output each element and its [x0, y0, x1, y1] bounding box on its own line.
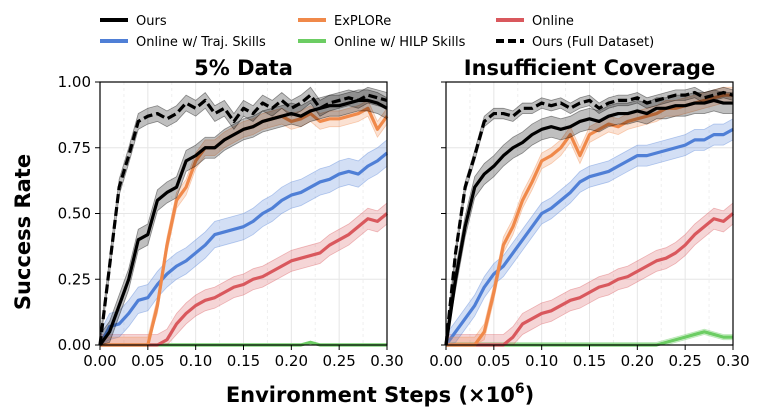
- legend-item-ours: Ours: [100, 14, 167, 29]
- panel-title: 5% Data: [194, 56, 293, 80]
- x-tick-label: 0.05: [131, 352, 164, 370]
- x-tick-label: 0.15: [227, 352, 260, 370]
- x-tick-label: 0.20: [275, 352, 308, 370]
- x-tick-label: 0.30: [370, 352, 403, 370]
- legend-label-explore: ExPLORe: [334, 14, 391, 29]
- y-tick-label: 0.75: [58, 139, 91, 157]
- x-tick-label: 0.00: [83, 352, 116, 370]
- line-ours: [98, 98, 388, 346]
- y-tick-label: 0.00: [58, 336, 91, 354]
- panel-insufficient-coverage: 0.00 0.05 0.10 0.15 0.20 0.25 0.30 Insufficient…: [429, 56, 749, 370]
- line-online-w-traj-skills: [444, 127, 734, 346]
- x-tick-label: 0.10: [525, 352, 558, 370]
- legend-label-ours: Ours: [136, 14, 167, 29]
- y-tick-label: 0.50: [58, 205, 91, 223]
- x-tick-label: 0.15: [573, 352, 606, 370]
- legend-label-online-w-hilp-skills: Online w/ HILP Skills: [334, 35, 466, 50]
- legend-label-ours-full-dataset: Ours (Full Dataset): [532, 35, 654, 50]
- panel-title: Insufficient Coverage: [464, 56, 715, 80]
- x-tick-label: 0.30: [716, 352, 749, 370]
- x-tick-label: 0.20: [621, 352, 654, 370]
- y-axis-label: Success Rate: [11, 154, 35, 310]
- legend: Ours ExPLORe Online Online w/ Traj. Skills O…: [100, 14, 654, 50]
- x-tick-label: 0.05: [477, 352, 510, 370]
- y-tick-label: 1.00: [58, 73, 91, 91]
- plot-panels: 0.00 0.05 0.10 0.15 0.20 0.25 0.30 0.00 0.25 0.50…: [58, 56, 750, 370]
- legend-item-online-w-hilp-skills: Online w/ HILP Skills: [298, 35, 466, 50]
- line-ours-full-dataset: [444, 90, 734, 346]
- legend-label-online: Online: [532, 14, 574, 29]
- legend-label-online-w-traj-skills: Online w/ Traj. Skills: [136, 35, 266, 50]
- x-tick-label: 0.00: [429, 352, 462, 370]
- panel-5-data: 0.00 0.05 0.10 0.15 0.20 0.25 0.30 0.00 0.25 0.50…: [58, 56, 404, 370]
- y-tick-label: 0.25: [58, 270, 91, 288]
- x-tick-label: 0.25: [322, 352, 355, 370]
- legend-item-ours-full-dataset: Ours (Full Dataset): [496, 35, 654, 50]
- legend-item-explore: ExPLORe: [298, 14, 391, 29]
- legend-item-online-w-traj-skills: Online w/ Traj. Skills: [100, 35, 266, 50]
- line-online-w-traj-skills: [98, 151, 389, 346]
- line-ours: [444, 98, 733, 346]
- x-tick-label: 0.10: [179, 352, 212, 370]
- line-ours-full-dataset: [98, 93, 388, 346]
- x-axis-label-exponent: 6: [515, 381, 525, 397]
- x-axis-label: Environment Steps (×106): [226, 381, 534, 407]
- x-tick-label: 0.25: [668, 352, 701, 370]
- legend-item-online: Online: [496, 14, 574, 29]
